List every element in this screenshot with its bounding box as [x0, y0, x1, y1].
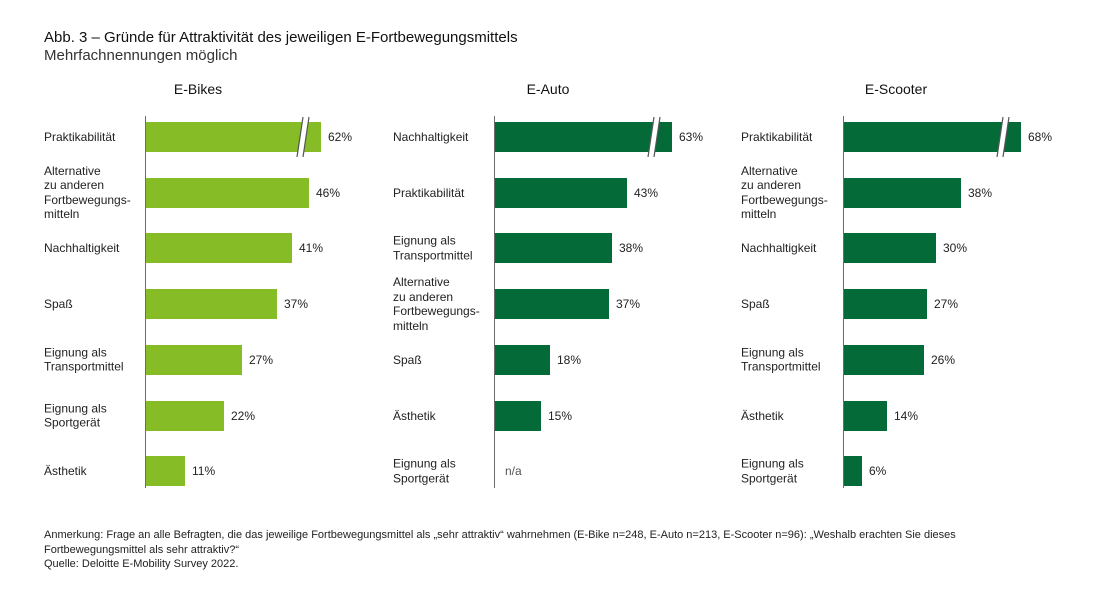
- bar: [844, 177, 961, 208]
- category-label: Ästhetik: [393, 408, 436, 423]
- bar: [146, 400, 224, 431]
- category-label: Ästhetik: [44, 463, 87, 478]
- footnote-source: Quelle: Deloitte E-Mobility Survey 2022.: [44, 558, 239, 570]
- category-label: Alternative zu anderen Fortbewegungs-mitte…: [44, 163, 131, 222]
- bar: [146, 456, 185, 487]
- chart-subtitle: Mehrfachnennungen möglich: [44, 47, 238, 64]
- category-label: Spaß: [741, 296, 770, 311]
- category-label: Alternative zu anderen Fortbewegungs-mitte…: [741, 163, 828, 222]
- bar: [495, 233, 612, 264]
- bar: [146, 122, 321, 152]
- category-label: Eignung als Transportmittel: [44, 345, 124, 374]
- bar: [495, 400, 541, 431]
- bar: [146, 233, 292, 264]
- value-label: 62%: [328, 130, 353, 144]
- value-label: 46%: [316, 185, 341, 200]
- axis-line-e-auto: [494, 116, 495, 488]
- axis-break-icon: [996, 117, 1010, 157]
- bar: [844, 233, 936, 264]
- value-label: 37%: [284, 297, 309, 312]
- category-label: Spaß: [393, 352, 422, 367]
- category-label: Praktikabilität: [741, 129, 813, 144]
- category-label: Nachhaltigkeit: [44, 241, 120, 256]
- value-label: n/a: [505, 464, 522, 479]
- bar: [844, 400, 887, 431]
- bar: [146, 289, 277, 320]
- value-label: 18%: [557, 352, 582, 367]
- value-label: 37%: [616, 297, 641, 312]
- bar: [844, 344, 924, 375]
- value-label: 27%: [249, 352, 274, 367]
- category-label: Praktikabilität: [393, 185, 465, 200]
- category-label: Eignung als Sportgerät: [44, 401, 107, 430]
- chart-title: Abb. 3 – Gründe für Attraktivität des je…: [44, 29, 518, 46]
- category-label: Alternative zu anderen Fortbewegungs-mitte…: [393, 275, 480, 333]
- bar: [844, 289, 927, 320]
- value-label: 63%: [679, 130, 704, 144]
- category-label: Ästhetik: [741, 408, 784, 423]
- bar: [495, 177, 627, 208]
- value-label: 22%: [231, 408, 256, 423]
- footnote-line-1: Anmerkung: Frage an alle Befragten, die …: [44, 529, 956, 541]
- bar: [495, 344, 550, 375]
- category-label: Nachhaltigkeit: [741, 241, 817, 256]
- bar: [844, 122, 1021, 152]
- value-label: 6%: [869, 464, 887, 479]
- value-label: 68%: [1028, 130, 1053, 144]
- category-label: Eignung als Sportgerät: [393, 456, 456, 486]
- value-label: 30%: [943, 241, 968, 256]
- bar: [146, 177, 309, 208]
- footnote-line-2: Fortbewegungsmittel als sehr attraktiv?“: [44, 543, 240, 556]
- value-label: 11%: [192, 464, 216, 479]
- bar: [146, 344, 242, 375]
- axis-line-e-scooter: [843, 116, 844, 488]
- bar: [844, 456, 862, 487]
- panel-title-e-scooter: E-Scooter: [864, 81, 928, 97]
- category-label: Nachhaltigkeit: [393, 129, 469, 144]
- value-label: 41%: [299, 241, 324, 256]
- category-label: Eignung als Transportmittel: [393, 233, 473, 263]
- category-label: Eignung als Transportmittel: [741, 345, 821, 374]
- value-label: 14%: [894, 408, 919, 423]
- axis-break-icon: [296, 117, 310, 157]
- value-label: 26%: [931, 352, 956, 367]
- value-label: 15%: [548, 408, 573, 423]
- panel-title-e-auto: E-Auto: [526, 81, 570, 97]
- axis-line-e-bikes: [145, 116, 146, 488]
- value-label: 38%: [619, 241, 644, 256]
- category-label: Eignung als Sportgerät: [741, 456, 804, 486]
- category-label: Spaß: [44, 296, 73, 311]
- footnote: Anmerkung: Frage an alle Befragten, die …: [44, 528, 1074, 572]
- value-label: 43%: [634, 185, 659, 200]
- bar: [495, 122, 672, 152]
- category-label: Praktikabilität: [44, 129, 116, 144]
- bar: [495, 289, 609, 320]
- value-label: 38%: [968, 185, 993, 200]
- value-label: 27%: [934, 297, 959, 312]
- axis-break-icon: [647, 117, 661, 157]
- panel-title-e-bikes: E-Bikes: [173, 81, 223, 97]
